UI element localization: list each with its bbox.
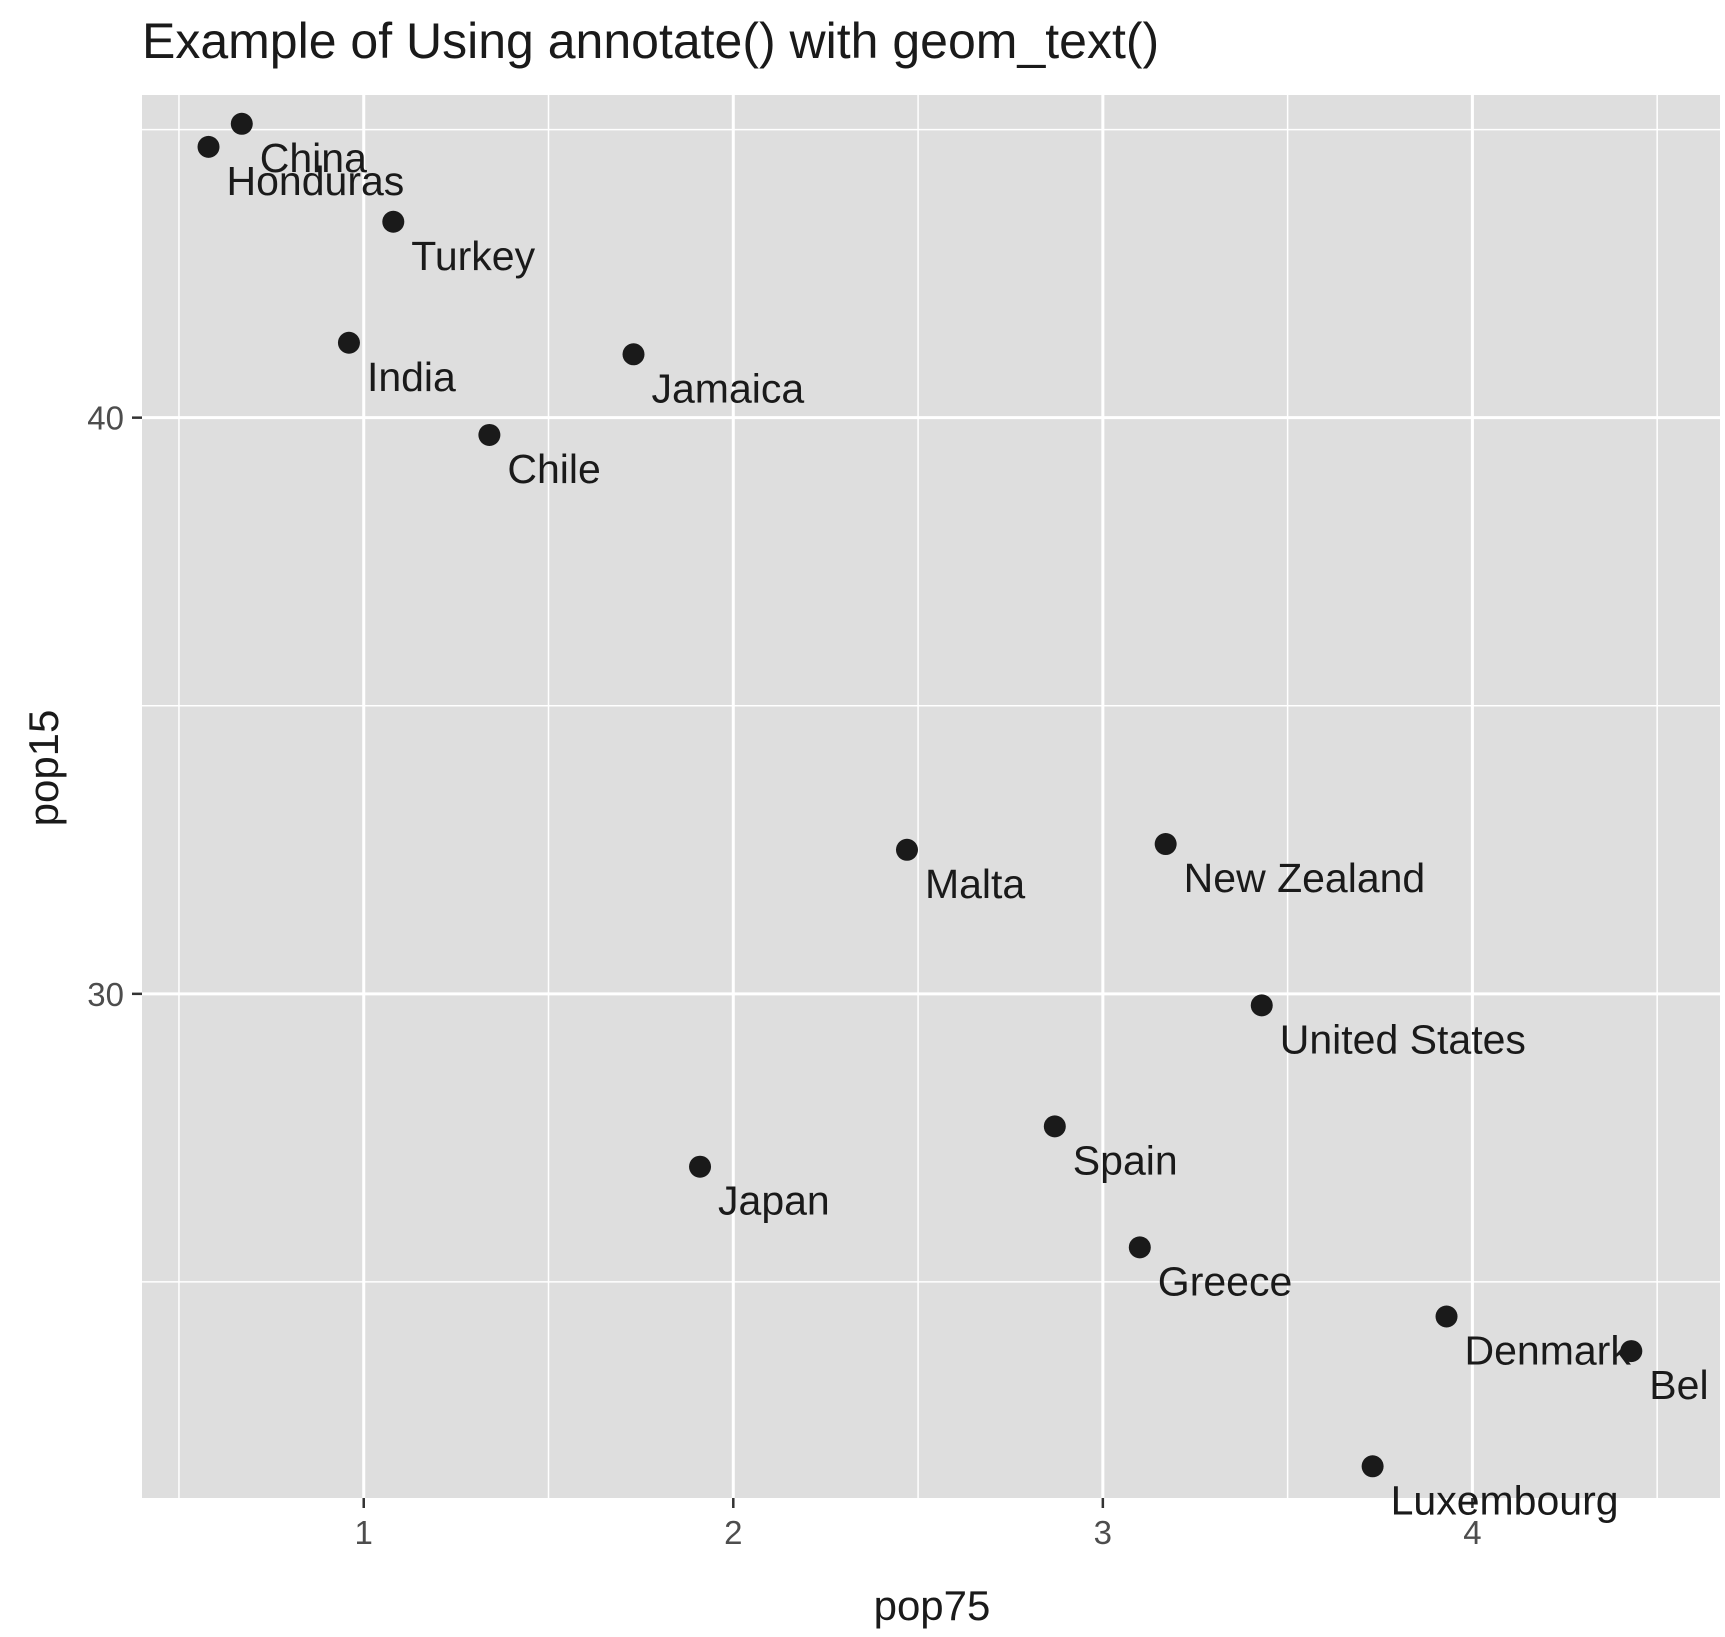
chart-title: Example of Using annotate() with geom_te… — [142, 13, 1159, 69]
plot-panel — [142, 95, 1720, 1498]
y-tick-label: 30 — [87, 976, 124, 1013]
point-label: Luxembourg — [1391, 1477, 1619, 1523]
x-axis: 1 2 3 4 — [355, 1498, 1482, 1551]
point-label: United States — [1280, 1016, 1526, 1062]
data-point — [197, 135, 220, 158]
data-point — [1435, 1305, 1458, 1328]
data-points — [197, 112, 1643, 1478]
data-point — [1043, 1115, 1066, 1138]
y-tick-label: 40 — [87, 400, 124, 437]
major-gridlines — [142, 95, 1720, 1498]
data-point — [689, 1155, 712, 1178]
point-label: Honduras — [227, 158, 405, 204]
point-label: Malta — [925, 861, 1025, 907]
x-tick-label: 1 — [355, 1514, 373, 1551]
data-point — [1250, 994, 1273, 1017]
data-point — [382, 210, 405, 233]
data-point — [895, 838, 918, 861]
y-axis-title: pop15 — [20, 710, 67, 827]
data-point — [1128, 1236, 1151, 1259]
data-point — [230, 112, 253, 135]
point-label: Chile — [507, 446, 600, 492]
point-label: Jamaica — [652, 365, 805, 411]
data-point — [622, 343, 645, 366]
data-point — [1361, 1455, 1384, 1478]
point-label: Bel — [1649, 1362, 1708, 1408]
data-point — [1620, 1340, 1643, 1363]
x-axis-title: pop75 — [874, 1582, 991, 1629]
y-axis: 30 40 — [87, 400, 142, 1013]
point-label: China — [260, 135, 367, 181]
point-label: Japan — [718, 1178, 830, 1224]
minor-gridlines — [142, 95, 1720, 1498]
data-point — [337, 331, 360, 354]
data-point — [478, 423, 501, 446]
point-label: Spain — [1073, 1137, 1178, 1183]
point-label: Turkey — [411, 233, 535, 279]
x-tick-label: 3 — [1094, 1514, 1112, 1551]
point-label: New Zealand — [1184, 855, 1426, 901]
point-label: India — [367, 354, 456, 400]
x-tick-label: 2 — [724, 1514, 742, 1551]
point-label: Denmark — [1465, 1328, 1632, 1374]
data-point — [1154, 833, 1177, 856]
point-label: Greece — [1158, 1258, 1292, 1304]
x-tick-label: 4 — [1463, 1514, 1481, 1551]
